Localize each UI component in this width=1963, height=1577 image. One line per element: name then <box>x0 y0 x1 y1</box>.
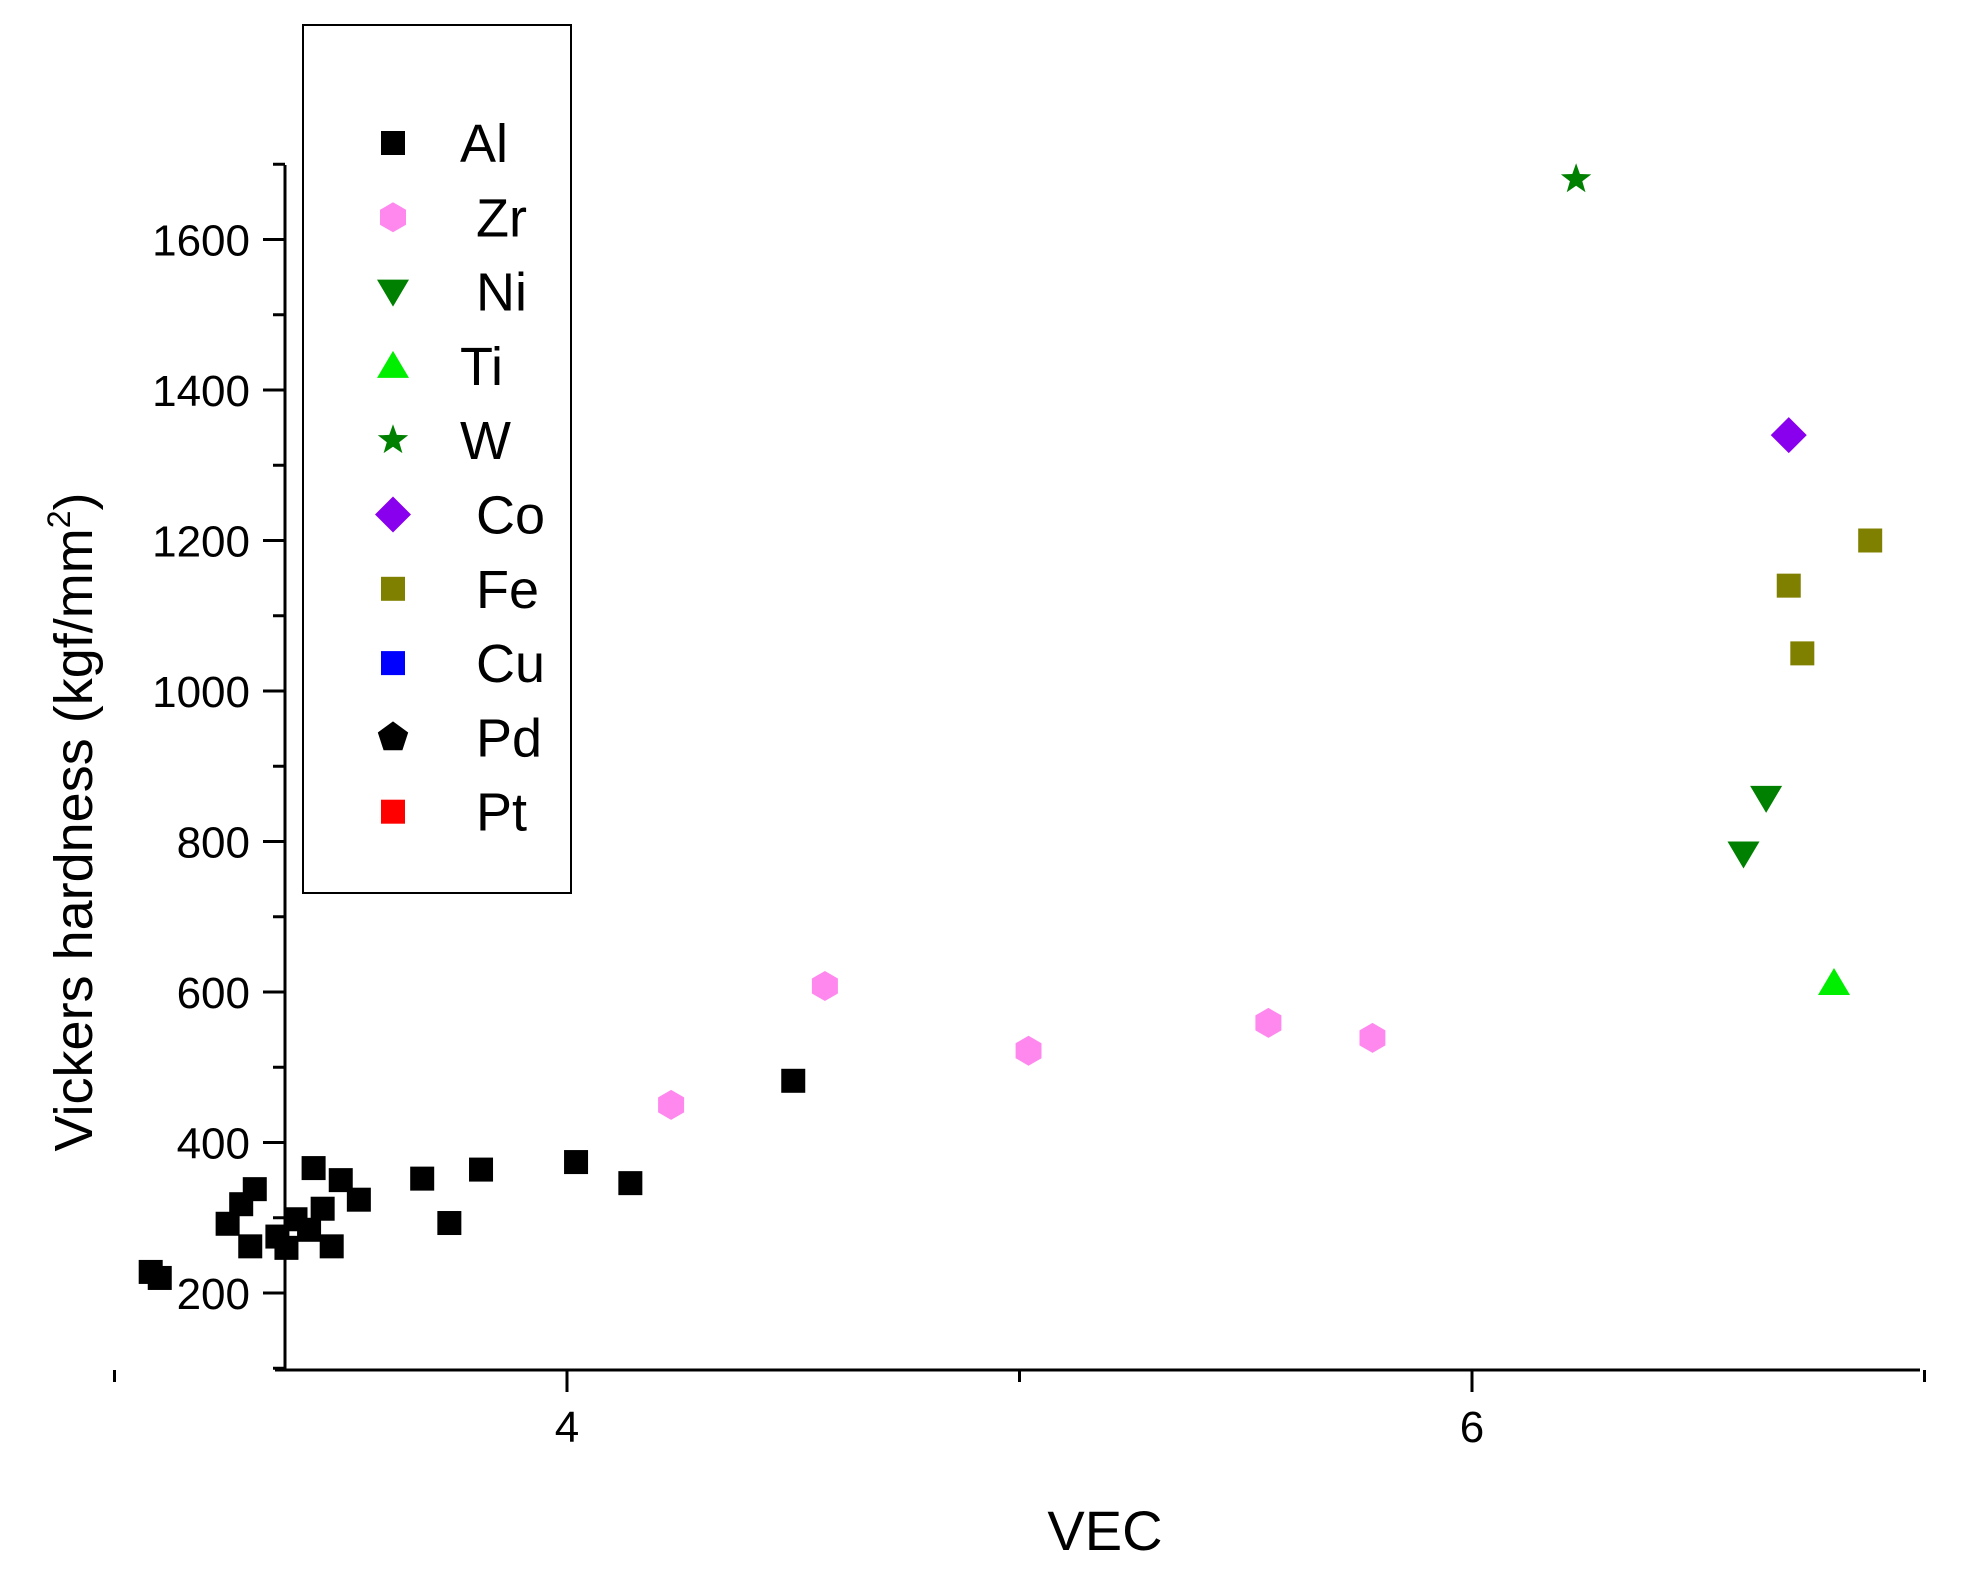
y-tick-label: 200 <box>177 1270 250 1319</box>
legend-label-ni: Ni <box>476 263 527 323</box>
data-points <box>138 163 1883 1290</box>
series-w <box>1560 163 1592 193</box>
legend-label-ti: Ti <box>460 337 503 397</box>
legend-marker-ni <box>377 279 409 307</box>
w-point <box>1560 163 1592 193</box>
legend-label-co: Co <box>476 486 545 546</box>
legend-label-pt: Pt <box>476 783 527 843</box>
series-ni <box>1727 785 1783 869</box>
y-axis-label-main: Vickers hardness (kgf/mm <box>44 528 104 1151</box>
series-ti <box>1818 967 1850 995</box>
legend-marker-pd <box>377 721 409 751</box>
x-tick-label: 6 <box>1460 1403 1484 1452</box>
legend-label-al: Al <box>460 114 508 174</box>
legend: Al Zr Ni Ti W Co Fe Cu Pd Pt <box>302 24 572 894</box>
y-tick-label: 1200 <box>152 518 250 567</box>
y-axis-label: Vickers hardness (kgf/mm2) <box>41 493 104 1152</box>
zr-point <box>1359 1022 1386 1053</box>
x-tick-label: 4 <box>555 1403 579 1452</box>
legend-marker-ti <box>377 350 409 378</box>
zr-point <box>811 971 838 1001</box>
ti-point <box>1818 967 1850 995</box>
al-point <box>564 1150 589 1175</box>
series-co <box>1770 417 1807 454</box>
al-point <box>618 1171 643 1196</box>
series-zr <box>658 971 1386 1120</box>
legend-label-cu: Cu <box>476 634 545 694</box>
al-point <box>437 1211 462 1236</box>
al-point <box>238 1234 263 1259</box>
legend-marker-pt <box>381 799 405 824</box>
fe-point <box>1858 528 1883 553</box>
fe-point <box>1776 573 1801 598</box>
zr-point <box>1255 1007 1282 1038</box>
al-point <box>410 1166 435 1191</box>
legend-marker-zr <box>380 202 406 233</box>
legend-label-w: W <box>460 411 511 471</box>
al-point <box>310 1196 335 1221</box>
y-tick-label: 400 <box>177 1120 250 1169</box>
al-point <box>469 1157 494 1182</box>
legend-box <box>302 24 572 894</box>
legend-label-fe: Fe <box>476 560 539 620</box>
y-tick-label: 1400 <box>152 367 250 416</box>
y-tick-label: 600 <box>177 969 250 1018</box>
legend-marker-w <box>377 424 409 454</box>
series-fe <box>1776 528 1883 666</box>
legend-marker-al <box>381 131 405 155</box>
series-al <box>138 1068 806 1290</box>
al-point <box>781 1068 806 1093</box>
y-tick-label: 800 <box>177 819 250 868</box>
zr-point <box>1015 1035 1042 1066</box>
x-axis-label: VEC <box>1047 1499 1162 1562</box>
co-point <box>1770 417 1807 454</box>
al-point <box>297 1217 322 1242</box>
al-point <box>346 1187 371 1212</box>
y-tick-label: 1000 <box>152 668 250 717</box>
legend-marker-cu <box>381 651 405 676</box>
fe-point <box>1790 641 1815 666</box>
y-axis-label-sup: 2 <box>41 510 77 528</box>
al-point <box>147 1265 172 1290</box>
al-point <box>301 1156 326 1181</box>
ni-point <box>1727 841 1760 869</box>
al-point <box>242 1177 267 1202</box>
zr-point <box>658 1089 685 1120</box>
x-axis-ticks: 46810 <box>113 1370 1926 1452</box>
legend-label-zr: Zr <box>476 188 527 248</box>
legend-label-pd: Pd <box>476 708 542 768</box>
legend-marker-fe <box>381 576 405 601</box>
al-point <box>319 1234 344 1259</box>
legend-marker-co <box>375 496 411 533</box>
al-point <box>274 1235 299 1260</box>
ni-point <box>1750 785 1783 813</box>
y-axis-ticks: 200 400 600 800 1000 1200 1400 1600 <box>152 162 285 1370</box>
y-axis-label-close: ) <box>44 493 104 511</box>
y-tick-label: 1600 <box>152 217 250 266</box>
